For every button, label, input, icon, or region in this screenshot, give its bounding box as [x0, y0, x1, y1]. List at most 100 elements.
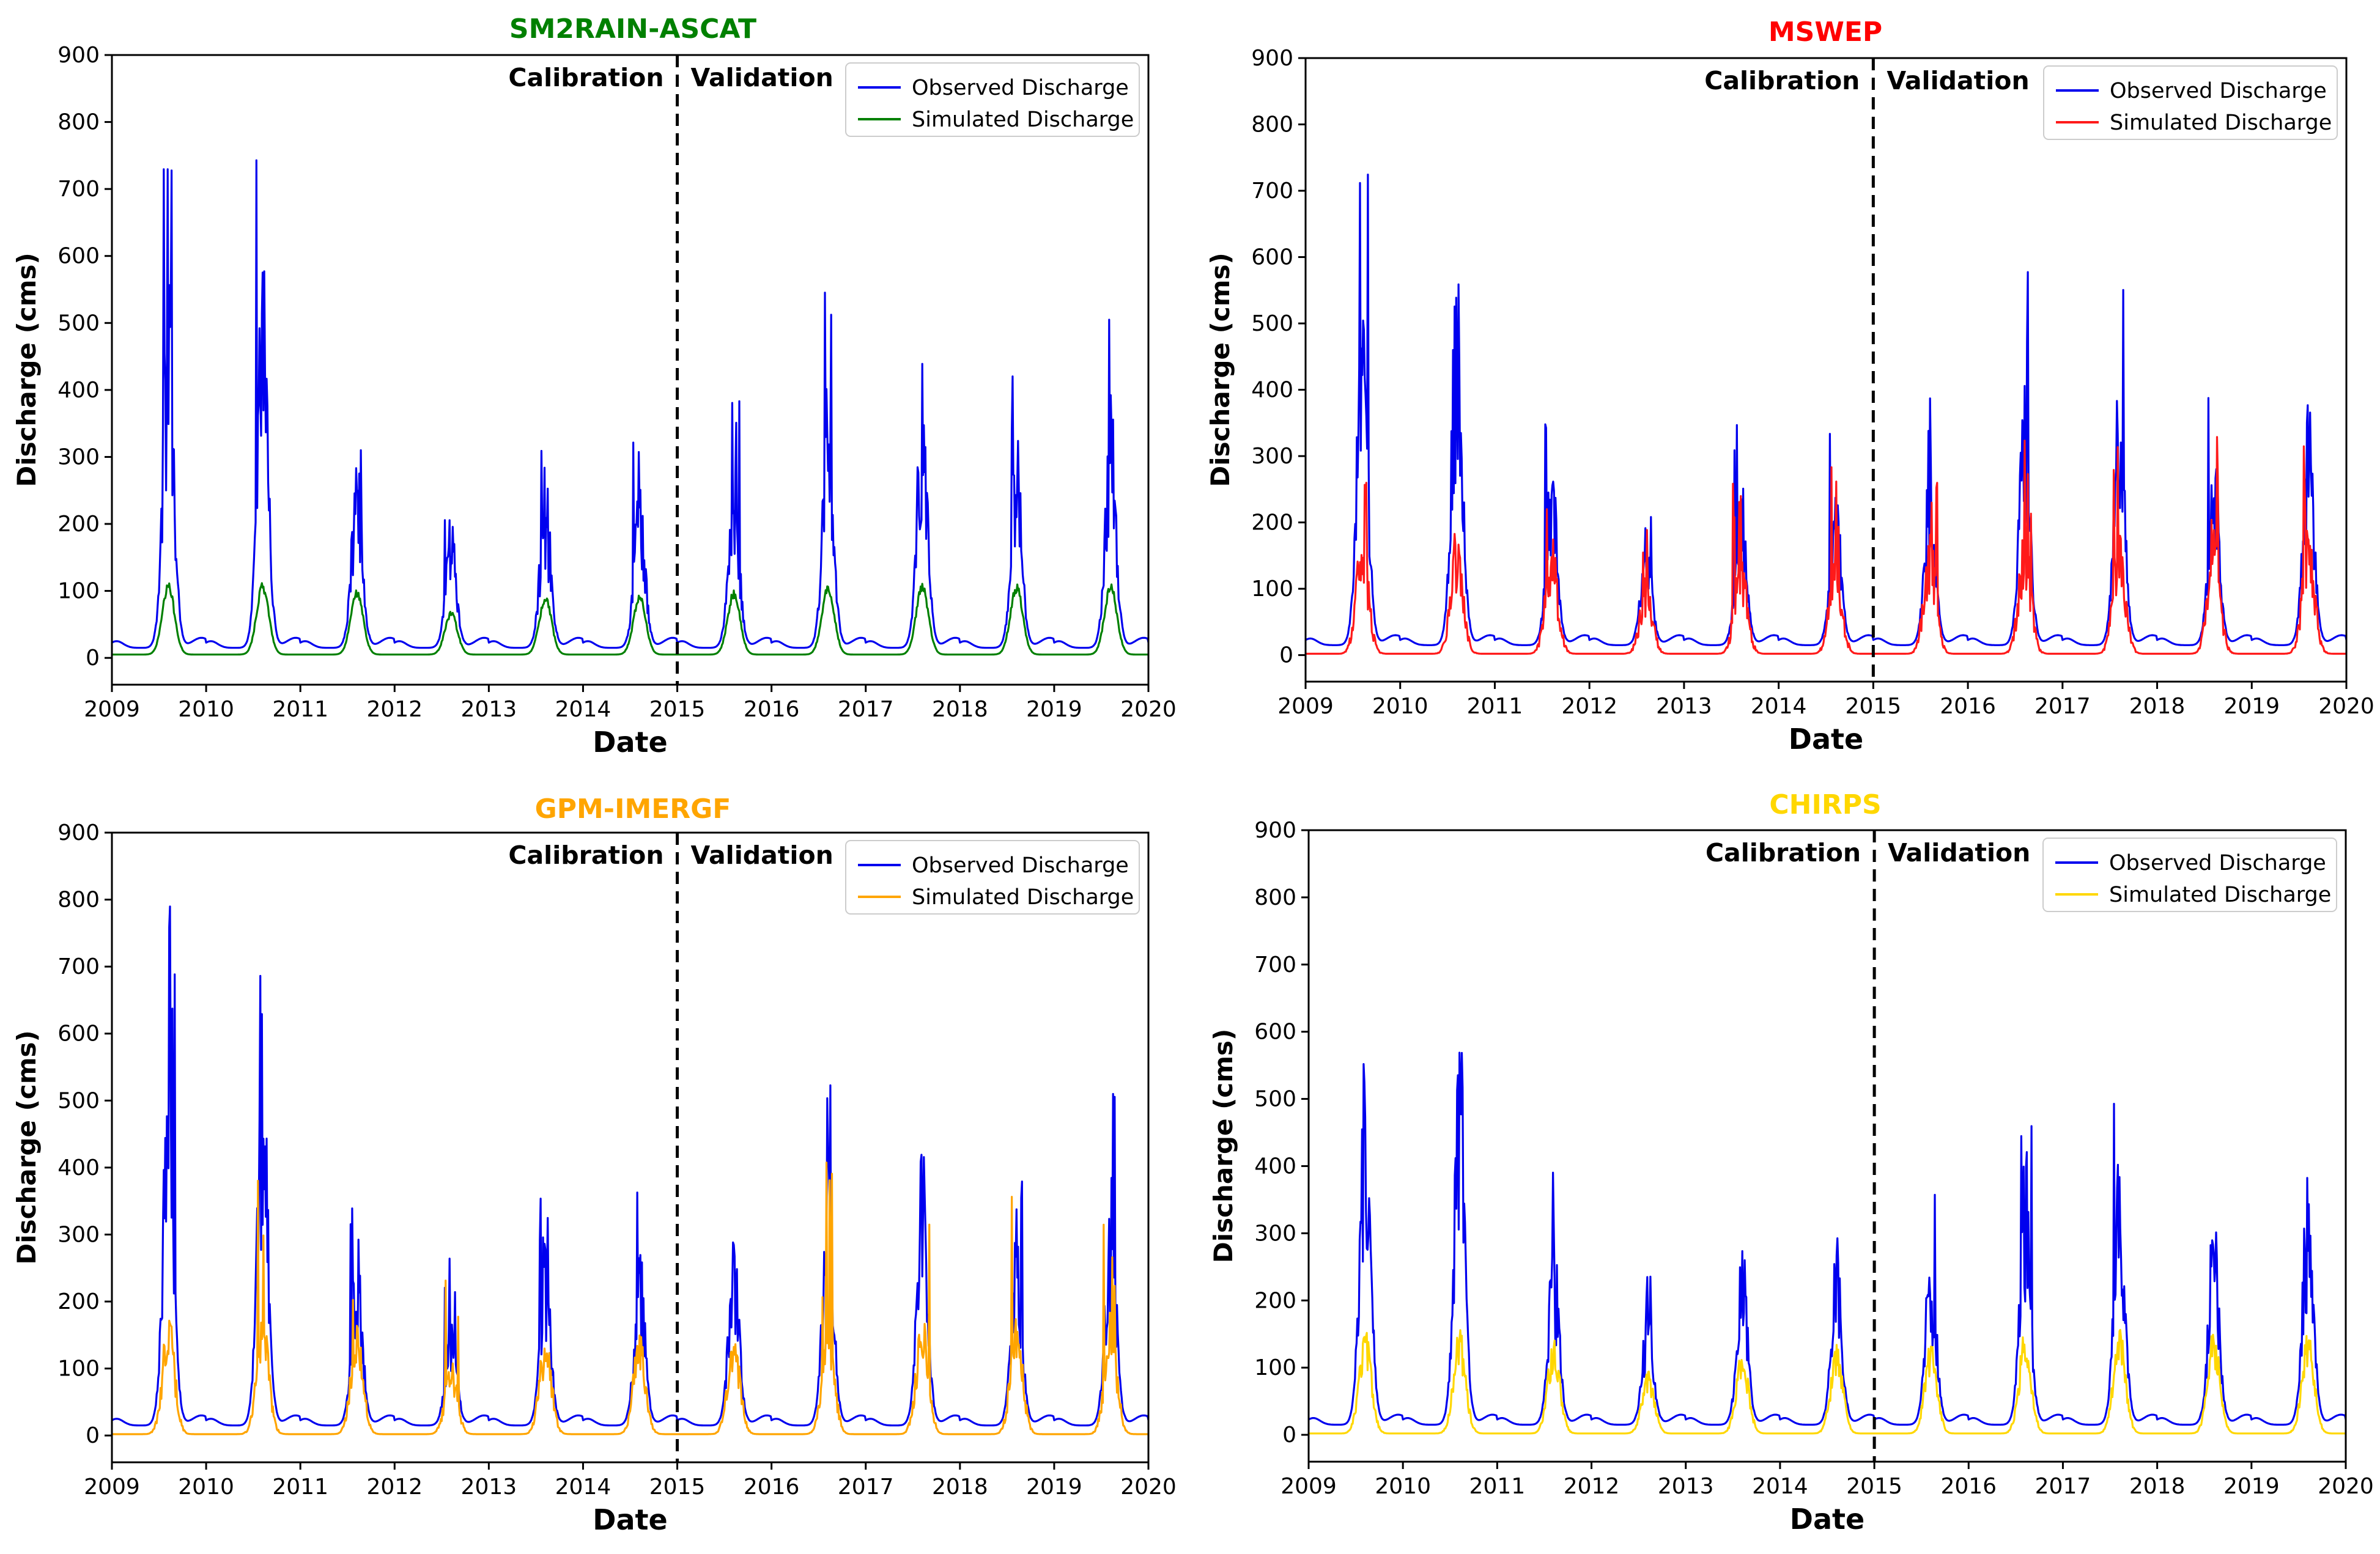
x-tick-label: 2018: [932, 1475, 988, 1500]
y-tick-label: 0: [1279, 643, 1293, 668]
y-tick-label: 700: [1254, 952, 1296, 978]
x-tick-label: 2011: [272, 697, 328, 722]
x-tick-label: 2012: [366, 1475, 423, 1500]
legend: Observed Discharge Simulated Discharge: [2043, 65, 2338, 140]
x-tick-label: 2009: [1281, 1474, 1337, 1499]
legend-label: Simulated Discharge: [912, 108, 1134, 132]
legend-box: [845, 840, 1140, 915]
y-tick-label: 500: [1254, 1087, 1296, 1112]
y-tick-label: 400: [1251, 378, 1293, 403]
y-tick-label: 0: [86, 1423, 100, 1448]
chart-panel-3: GPM-IMERGF Calibration Validation 0 100 200 30…: [12, 794, 1177, 1536]
x-tick-label: 2016: [744, 1475, 800, 1500]
x-tick-label: 2019: [1026, 697, 1082, 722]
chart-panel-1: SM2RAIN-ASCAT Calibration Validation 0 100 20…: [12, 13, 1177, 759]
x-tick-label: 2020: [1120, 697, 1177, 722]
legend: Observed Discharge Simulated Discharge: [2042, 838, 2337, 912]
chart-title: SM2RAIN-ASCAT: [509, 13, 756, 45]
y-tick-label: 200: [57, 1289, 100, 1314]
annotation-calibration: Calibration: [508, 841, 663, 870]
x-tick-label: 2010: [178, 697, 234, 722]
y-tick-label: 100: [1254, 1355, 1296, 1380]
y-tick-label: 600: [57, 1022, 100, 1047]
y-tick-label: 200: [1254, 1288, 1296, 1313]
y-tick-label: 600: [1254, 1020, 1296, 1045]
x-tick-label: 2016: [1940, 694, 1996, 719]
plot-area: [112, 159, 1148, 656]
x-tick-label: 2016: [744, 697, 800, 722]
plot-area: [1309, 1051, 2346, 1435]
plot-area: [112, 905, 1148, 1435]
x-tick-label: 2017: [838, 1475, 894, 1500]
legend-box: [2042, 838, 2337, 912]
y-tick-label: 300: [1251, 444, 1293, 469]
y-tick-label: 300: [57, 444, 100, 470]
legend-box: [845, 62, 1140, 137]
x-tick-label: 2009: [84, 697, 140, 722]
x-tick-label: 2014: [1751, 694, 1807, 719]
chart-title: CHIRPS: [1769, 789, 1881, 820]
y-axis-label: Discharge (cms): [1205, 252, 1235, 487]
x-tick-label: 2015: [1846, 1474, 1902, 1499]
chart-panel-4: CHIRPS Calibration Validation 0 100 200 300 400…: [1208, 789, 2374, 1536]
y-tick-label: 500: [57, 311, 100, 336]
legend-label: Observed Discharge: [912, 853, 1129, 878]
y-tick-label: 400: [57, 1155, 100, 1180]
legend: Observed Discharge Simulated Discharge: [845, 840, 1140, 915]
x-tick-label: 2010: [1375, 1474, 1431, 1499]
x-tick-label: 2017: [838, 697, 894, 722]
series-line-observed: [112, 905, 1148, 1427]
axes-frame: [1307, 829, 2347, 1463]
legend-label: Observed Discharge: [2109, 851, 2326, 875]
legend: Observed Discharge Simulated Discharge: [845, 62, 1140, 137]
y-tick-label: 300: [1254, 1221, 1296, 1246]
y-tick-label: 300: [57, 1222, 100, 1247]
x-tick-label: 2015: [649, 697, 706, 722]
x-axis-label: Date: [593, 1503, 667, 1536]
y-tick-label: 0: [86, 646, 100, 671]
legend-label: Simulated Discharge: [912, 885, 1134, 910]
annotation-calibration: Calibration: [508, 63, 663, 92]
legend-label: Observed Discharge: [2110, 79, 2327, 103]
y-tick-label: 900: [1251, 46, 1293, 71]
legend-label: Observed Discharge: [912, 76, 1129, 100]
y-tick-label: 100: [57, 579, 100, 604]
y-tick-label: 500: [1251, 311, 1293, 336]
x-tick-label: 2020: [2318, 1474, 2374, 1499]
legend-box: [2043, 65, 2338, 140]
series-line-simulated: [1309, 1328, 2346, 1435]
x-tick-label: 2018: [932, 697, 988, 722]
y-tick-label: 800: [1251, 112, 1293, 138]
x-tick-label: 2013: [461, 697, 517, 722]
y-tick-label: 700: [1251, 179, 1293, 204]
legend-label: Simulated Discharge: [2110, 111, 2332, 135]
y-tick-label: 900: [1254, 818, 1296, 843]
x-tick-label: 2018: [2129, 694, 2186, 719]
x-tick-label: 2010: [1372, 694, 1428, 719]
y-tick-label: 200: [57, 512, 100, 537]
x-tick-label: 2013: [1656, 694, 1712, 719]
y-tick-label: 400: [1254, 1154, 1296, 1179]
y-tick-label: 800: [57, 110, 100, 135]
x-tick-label: 2019: [1026, 1475, 1082, 1500]
x-axis-label: Date: [1790, 1503, 1864, 1536]
x-tick-label: 2012: [366, 697, 423, 722]
x-tick-label: 2009: [84, 1475, 140, 1500]
annotation-validation: Validation: [691, 63, 833, 92]
y-tick-label: 600: [57, 244, 100, 269]
x-tick-label: 2015: [649, 1475, 706, 1500]
x-tick-label: 2013: [461, 1475, 517, 1500]
y-tick-label: 100: [1251, 576, 1293, 602]
x-tick-label: 2010: [178, 1475, 234, 1500]
y-tick-label: 900: [57, 820, 100, 845]
axes-frame: [111, 831, 1150, 1464]
chart-title: GPM-IMERGF: [535, 794, 731, 825]
x-tick-label: 2011: [272, 1475, 328, 1500]
x-tick-label: 2012: [1561, 694, 1617, 719]
x-tick-label: 2019: [2223, 1474, 2280, 1499]
x-tick-label: 2017: [2035, 1474, 2091, 1499]
chart-title: MSWEP: [1768, 17, 1882, 48]
y-tick-label: 500: [57, 1088, 100, 1113]
y-tick-label: 0: [1282, 1423, 1296, 1448]
axes-frame: [1304, 57, 2348, 683]
